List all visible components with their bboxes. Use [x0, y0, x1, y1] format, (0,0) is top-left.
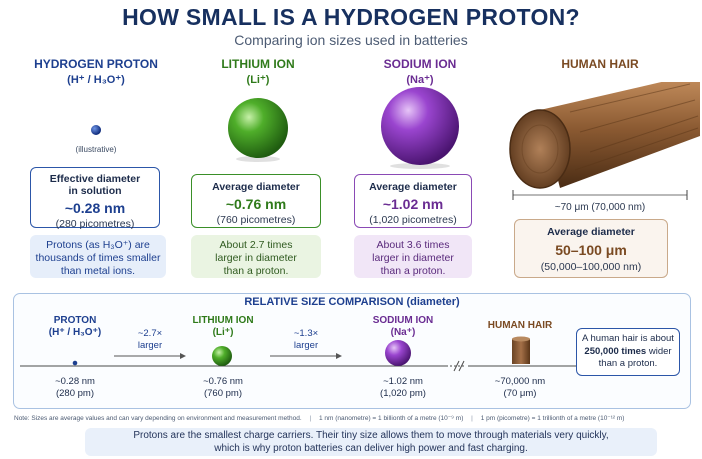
proton-note: Protons (as H₃O⁺) are thousands of times… [30, 235, 166, 278]
hair-heading: HUMAN HAIR [561, 57, 639, 71]
cmp-sodium-value: ~1.02 nm [383, 376, 423, 387]
footnote-row: Note: Sizes are average values and can v… [14, 415, 625, 422]
hair-dimension-label: ~70 μm (70,000 nm) [554, 202, 646, 213]
callout-text-pre: A human hair is about [582, 333, 674, 344]
lithium-dot-icon [212, 346, 232, 366]
hair-size-box: Average diameter 50–100 μm (50,000–100,0… [514, 219, 668, 278]
proton-size-box: Effective diameter in solution ~0.28 nm … [30, 167, 160, 230]
cmp-proton-symbol: (H⁺ / H₃O⁺) [48, 327, 102, 338]
hair-vs-proton-callout: A human hair is about 250,000 times wide… [576, 328, 680, 376]
lithium-box-sub: (760 picometres) [216, 214, 296, 226]
cmp-ratio2: ~1.3× [293, 328, 319, 339]
page-subtitle: Comparing ion sizes used in batteries [234, 32, 468, 48]
comparison-axis [20, 336, 580, 372]
cmp-sodium-name: SODIUM ION [372, 315, 434, 326]
proton-sphere-icon [91, 125, 101, 135]
cmp-lithium-value: ~0.76 nm [203, 376, 243, 387]
sodium-box-label: Average diameter [369, 181, 457, 193]
hair-strand-icon [509, 82, 700, 189]
footnote-sizes: Note: Sizes are average values and can v… [14, 415, 302, 422]
proton-box-sub: (280 picometres) [55, 218, 135, 230]
cmp-proton-sub: (280 pm) [55, 388, 94, 399]
cmp-hair-value: ~70,000 nm [494, 376, 546, 387]
proton-dot-icon [72, 360, 78, 366]
proton-box-label: Effective diameter in solution [49, 173, 141, 197]
footnote-nanometre: 1 nm (nanometre) = 1 billionth of a metr… [318, 415, 464, 422]
proton-illustrative-note: (illustrative) [75, 145, 117, 154]
callout-text-bold: 250,000 times [584, 345, 647, 357]
sodium-box-sub: (1,020 picometres) [369, 214, 457, 226]
arrow-right-icon [114, 353, 186, 359]
lithium-size-box: Average diameter ~0.76 nm (760 picometre… [191, 174, 321, 228]
hair-box-sub: (50,000–100,000 nm) [540, 261, 642, 273]
proton-box-value: ~0.28 nm [64, 200, 126, 216]
arrow-right-icon [270, 353, 342, 359]
hair-segment-icon [512, 339, 530, 364]
hair-box-value: 50–100 μm [555, 242, 627, 258]
sodium-heading: SODIUM ION [383, 57, 457, 71]
lithium-box-label: Average diameter [212, 181, 300, 193]
lithium-sphere-icon [228, 98, 288, 162]
footnote-picometre: 1 pm (picometre) = 1 trillionth of a met… [480, 415, 625, 422]
proton-heading: HYDROGEN PROTON [34, 57, 158, 71]
hair-width-marker [512, 190, 688, 200]
cmp-ratio2-word: larger [293, 340, 319, 351]
cmp-sodium-sub: (1,020 pm) [380, 388, 426, 399]
sodium-size-box: Average diameter ~1.02 nm (1,020 picomet… [354, 174, 472, 228]
cmp-ratio1: ~2.7× [137, 328, 163, 339]
cmp-proton-name: PROTON [53, 315, 97, 326]
sodium-box-value: ~1.02 nm [382, 196, 444, 212]
cmp-lithium-name: LITHIUM ION [192, 315, 254, 326]
cmp-hair-name: HUMAN HAIR [487, 320, 553, 331]
sodium-dot-icon [385, 340, 411, 366]
cmp-proton-value: ~0.28 nm [55, 376, 95, 387]
sodium-symbol: (Na⁺) [406, 74, 434, 86]
sodium-sphere-icon [381, 87, 459, 169]
comparison-title: RELATIVE SIZE COMPARISON (diameter) [244, 296, 460, 308]
summary-line-2: which is why proton batteries can delive… [214, 442, 528, 454]
cmp-ratio1-word: larger [137, 340, 163, 351]
proton-symbol: (H⁺ / H₃O⁺) [67, 74, 125, 86]
callout-text-post: wider than a proton. [598, 345, 672, 370]
summary-banner: Protons are the smallest charge carriers… [85, 428, 657, 456]
lithium-heading: LITHIUM ION [221, 57, 295, 71]
cmp-lithium-sub: (760 pm) [203, 388, 242, 399]
lithium-box-value: ~0.76 nm [225, 196, 287, 212]
summary-line-1: Protons are the smallest charge carriers… [133, 430, 609, 441]
cmp-sodium-symbol: (Na⁺) [390, 327, 416, 338]
hair-box-label: Average diameter [547, 226, 635, 238]
cmp-hair-sub: (70 μm) [503, 388, 537, 399]
page-title: HOW SMALL IS A HYDROGEN PROTON? [122, 4, 580, 30]
lithium-note: About 2.7 times larger in diameter than … [191, 235, 321, 278]
sodium-note: About 3.6 times larger in diameter than … [354, 235, 472, 278]
lithium-symbol: (Li⁺) [246, 74, 270, 86]
cmp-lithium-symbol: (Li⁺) [212, 327, 234, 338]
